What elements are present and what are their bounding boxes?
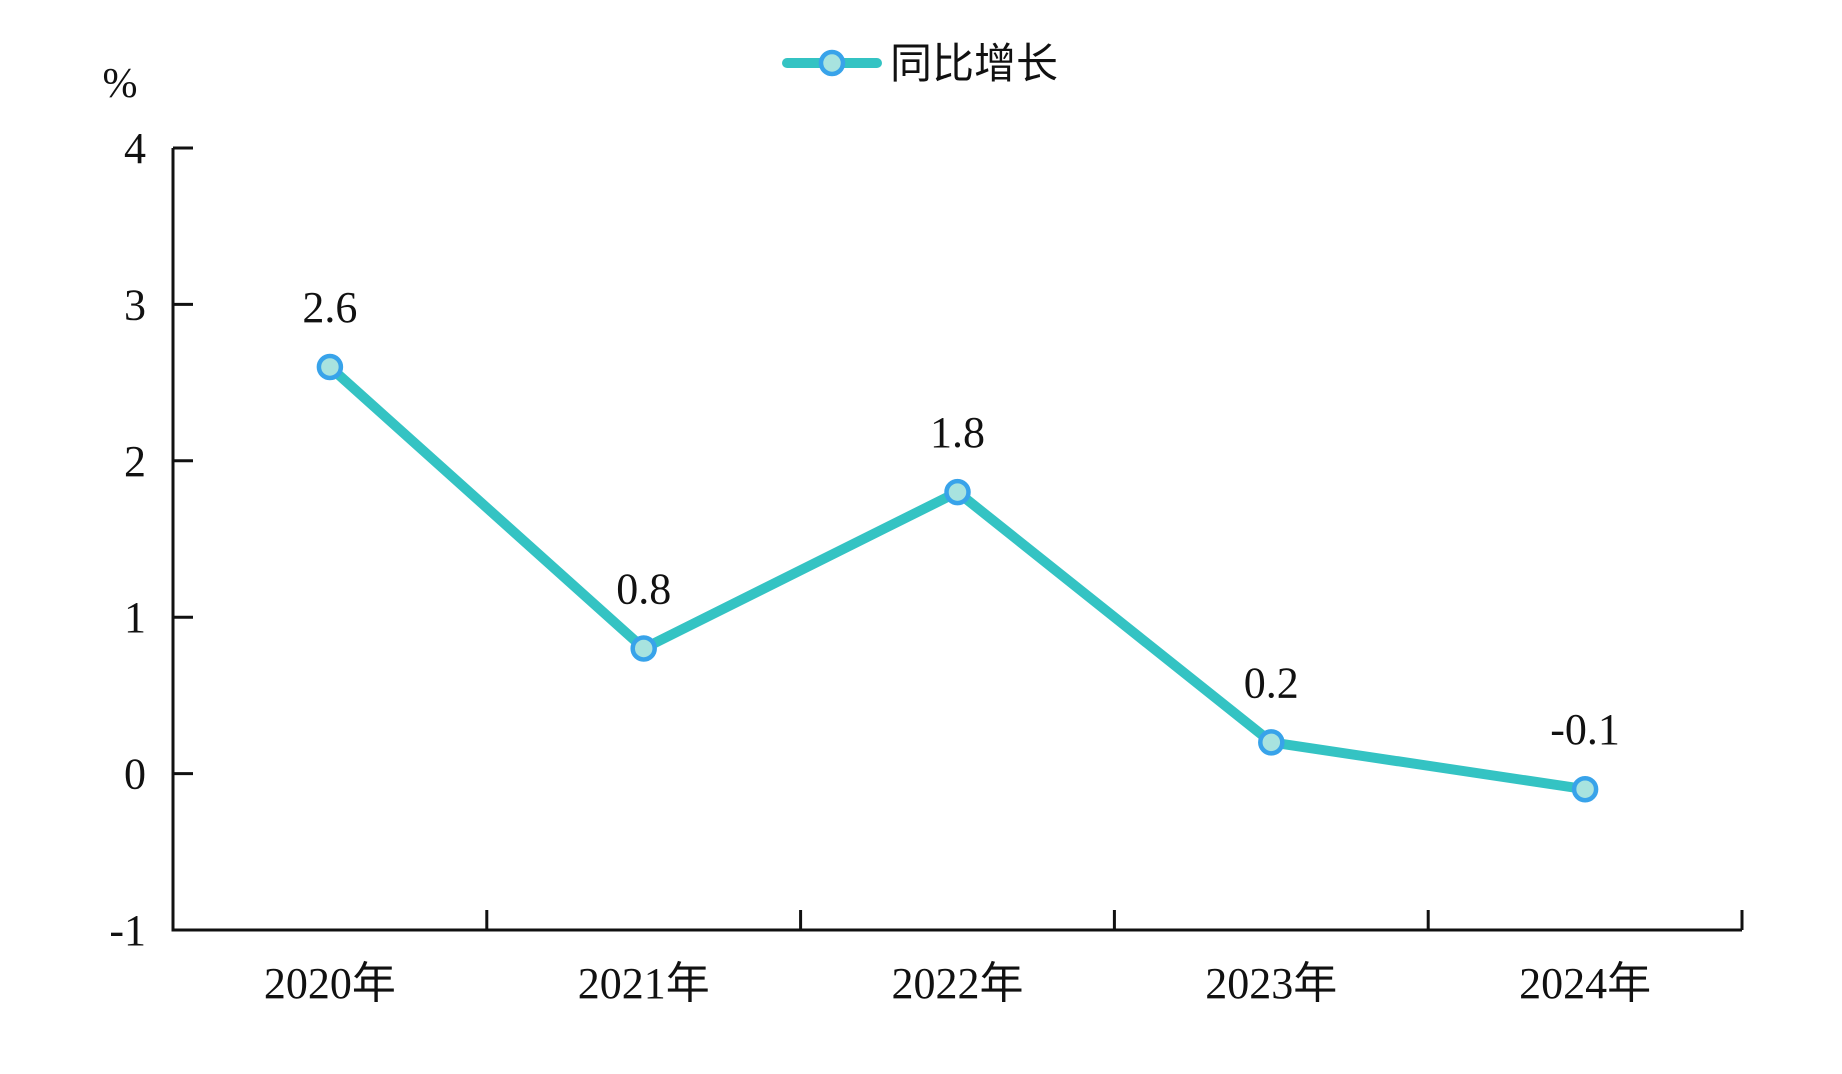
data-point-marker bbox=[1258, 729, 1285, 756]
axes: 4 3 2 1 0 -1 2020年 2021年 2022年 2023年 2024年 bbox=[109, 124, 1744, 1008]
y-axis-tick-label: 1 bbox=[124, 593, 146, 642]
legend-label: 同比增长 bbox=[890, 42, 1058, 88]
x-axis-category-label: 2022年 bbox=[892, 959, 1024, 1008]
data-labels: 2.6 0.8 1.8 0.2 -0.1 bbox=[302, 283, 1620, 754]
data-point-label: 0.8 bbox=[616, 564, 671, 613]
y-axis-tick-label: -1 bbox=[109, 906, 146, 955]
data-point-label: 0.2 bbox=[1244, 658, 1299, 707]
data-point-label: 2.6 bbox=[302, 283, 357, 332]
x-axis-category-label: 2024年 bbox=[1519, 959, 1651, 1008]
series-line-group bbox=[316, 353, 1599, 803]
data-point-marker bbox=[630, 635, 657, 662]
y-axis-tick-label: 3 bbox=[124, 280, 146, 329]
data-point-marker bbox=[1571, 775, 1599, 803]
legend: 同比增长 bbox=[782, 42, 1058, 88]
y-axis-tick-label: 4 bbox=[124, 124, 146, 173]
x-axis-category-label: 2023年 bbox=[1205, 959, 1337, 1008]
x-axis-category-label: 2021年 bbox=[578, 959, 710, 1008]
y-axis-tick-label: 0 bbox=[124, 750, 146, 799]
y-axis-tick-label: 2 bbox=[124, 437, 146, 486]
legend-marker-icon bbox=[818, 49, 846, 77]
data-point-marker bbox=[316, 353, 344, 381]
data-point-marker bbox=[944, 478, 971, 506]
data-point-label: 1.8 bbox=[930, 408, 985, 457]
data-point-label: -0.1 bbox=[1550, 705, 1620, 754]
x-axis-category-label: 2020年 bbox=[264, 959, 396, 1008]
y-axis-unit-label: % bbox=[103, 61, 138, 107]
